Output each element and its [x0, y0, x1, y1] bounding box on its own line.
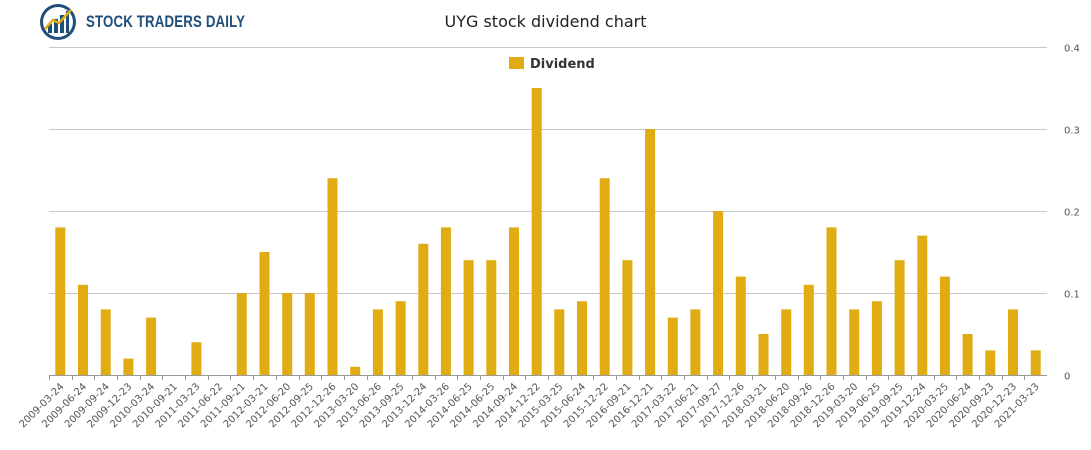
bar [554, 309, 565, 375]
bar [826, 227, 837, 375]
y-tick-label: 0 [1064, 372, 1070, 383]
bar [486, 260, 497, 375]
bar [440, 227, 451, 375]
bar [123, 358, 134, 375]
y-tick-label: 0.3 [1064, 126, 1080, 137]
bar [78, 284, 88, 375]
bar [282, 293, 293, 375]
bar [758, 334, 769, 375]
legend: Dividend [509, 57, 595, 72]
bar [395, 301, 406, 375]
bar [985, 350, 996, 375]
logo-text: STOCK TRADERS DAILY [86, 12, 246, 31]
bar [849, 309, 860, 375]
bar [939, 276, 950, 375]
logo: STOCK TRADERS DAILY [38, 2, 245, 42]
bar [622, 260, 633, 375]
bar [463, 260, 474, 375]
bar [667, 317, 678, 375]
bar [531, 88, 542, 375]
grid [49, 47, 1047, 376]
bar [645, 129, 656, 375]
bar [803, 284, 814, 375]
bar [1030, 350, 1041, 375]
legend-label: Dividend [530, 57, 595, 72]
bar [735, 276, 746, 375]
y-tick-label: 0.4 [1064, 44, 1080, 55]
bar [1008, 309, 1018, 375]
bar [509, 227, 519, 375]
bar [713, 211, 724, 375]
bar [259, 252, 270, 375]
bar [100, 309, 111, 375]
bar [917, 235, 928, 375]
bar [894, 260, 905, 375]
bar [327, 178, 338, 375]
bar [871, 301, 882, 375]
bar [690, 309, 701, 375]
bar [599, 178, 610, 375]
bar [236, 293, 247, 375]
bar [418, 243, 429, 375]
bar [372, 309, 383, 375]
legend-swatch [509, 57, 524, 69]
bar [55, 227, 66, 375]
y-tick-label: 0.1 [1064, 290, 1080, 301]
bar-chart-globe-icon [40, 4, 76, 40]
bar [304, 293, 315, 375]
bar [962, 334, 973, 375]
bar [781, 309, 792, 375]
bar [191, 342, 202, 375]
chart-title: UYG stock dividend chart [444, 12, 647, 31]
bars [55, 88, 1041, 375]
bar [146, 317, 157, 375]
bar [350, 366, 361, 375]
bar [577, 301, 587, 375]
y-tick-label: 0.2 [1064, 208, 1080, 219]
